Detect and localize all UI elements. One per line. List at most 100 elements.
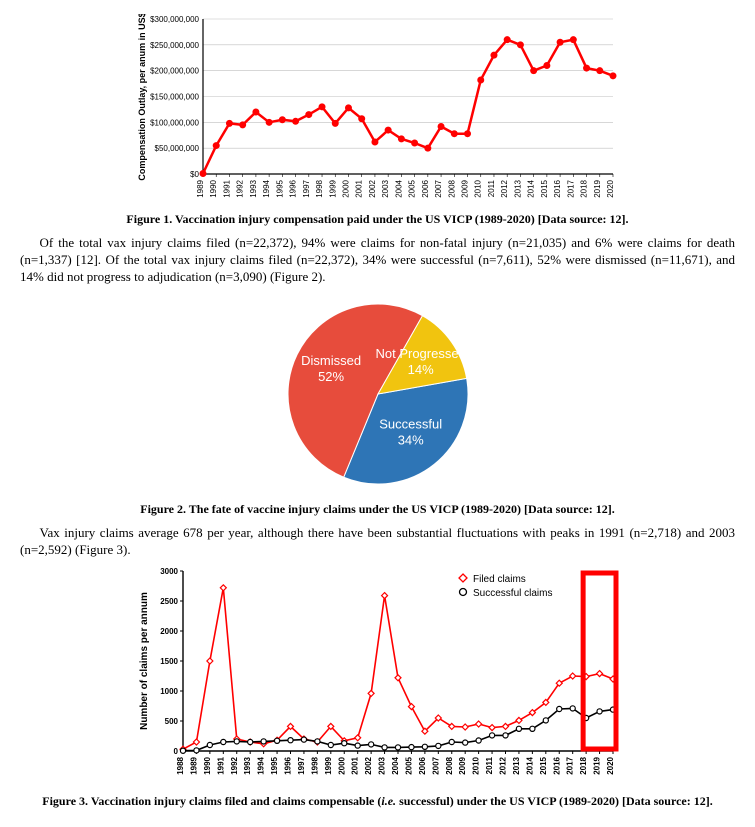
- svg-text:$0: $0: [190, 170, 199, 179]
- svg-text:1991: 1991: [216, 757, 225, 775]
- svg-text:2000: 2000: [160, 627, 178, 636]
- svg-text:2014: 2014: [526, 179, 535, 197]
- figure-1-caption: Figure 1. Vaccination injury compensatio…: [20, 212, 735, 227]
- svg-text:Successful claims: Successful claims: [473, 588, 552, 599]
- svg-text:1500: 1500: [160, 657, 178, 666]
- svg-text:2005: 2005: [404, 757, 413, 775]
- svg-text:1998: 1998: [310, 757, 319, 775]
- svg-text:2500: 2500: [160, 597, 178, 606]
- svg-text:2008: 2008: [444, 757, 453, 775]
- figure-3-caption: Figure 3. Vaccination injury claims file…: [20, 794, 735, 809]
- svg-text:2010: 2010: [473, 179, 482, 197]
- paragraph-2: Vax injury claims average 678 per year, …: [20, 525, 735, 559]
- figure-2: Successful34% Dismissed52% Not Progressed1…: [20, 294, 735, 498]
- svg-text:2003: 2003: [377, 757, 386, 775]
- svg-text:2017: 2017: [566, 179, 575, 197]
- svg-text:$250,000,000: $250,000,000: [150, 41, 199, 50]
- svg-text:1991: 1991: [222, 179, 231, 197]
- figure-3: 0 500 1000 1500 2000 2500 3000 1988 1989 1990 1991…: [20, 566, 735, 790]
- svg-text:1999: 1999: [323, 757, 332, 775]
- svg-text:2020: 2020: [606, 757, 615, 775]
- svg-text:2002: 2002: [364, 757, 373, 775]
- svg-text:0: 0: [173, 747, 178, 756]
- svg-text:2015: 2015: [539, 179, 548, 197]
- svg-text:2007: 2007: [434, 179, 443, 197]
- svg-text:Number of claims per annum: Number of claims per annum: [139, 592, 150, 730]
- svg-text:34%: 34%: [397, 432, 423, 447]
- svg-text:2016: 2016: [553, 179, 562, 197]
- svg-text:1993: 1993: [248, 179, 257, 197]
- svg-text:2004: 2004: [394, 179, 403, 197]
- svg-text:52%: 52%: [318, 369, 344, 384]
- svg-text:2012: 2012: [498, 757, 507, 775]
- svg-text:1994: 1994: [262, 179, 271, 197]
- svg-text:2009: 2009: [458, 757, 467, 775]
- svg-text:2011: 2011: [486, 179, 495, 197]
- figure-2-caption: Figure 2. The fate of vaccine injury cla…: [20, 502, 735, 517]
- svg-text:2006: 2006: [420, 179, 429, 197]
- svg-text:1990: 1990: [202, 757, 211, 775]
- svg-text:2005: 2005: [407, 179, 416, 197]
- svg-text:1996: 1996: [288, 179, 297, 197]
- svg-text:1992: 1992: [229, 757, 238, 775]
- svg-text:2019: 2019: [592, 179, 601, 197]
- svg-text:2004: 2004: [391, 757, 400, 775]
- svg-text:1999: 1999: [328, 179, 337, 197]
- svg-text:1990: 1990: [209, 179, 218, 197]
- svg-text:1988: 1988: [176, 757, 185, 775]
- svg-text:2001: 2001: [354, 179, 363, 197]
- svg-text:Not Progressed: Not Progressed: [375, 346, 465, 361]
- svg-text:2009: 2009: [460, 179, 469, 197]
- svg-text:1992: 1992: [235, 179, 244, 197]
- svg-text:2002: 2002: [367, 179, 376, 197]
- svg-text:$300,000,000: $300,000,000: [150, 15, 199, 24]
- svg-text:2010: 2010: [471, 757, 480, 775]
- svg-text:1989: 1989: [196, 179, 205, 197]
- svg-text:3000: 3000: [160, 567, 178, 576]
- svg-text:2014: 2014: [525, 757, 534, 775]
- figure-3-chart: 0 500 1000 1500 2000 2500 3000 1988 1989 1990 1991…: [133, 566, 623, 786]
- svg-text:1995: 1995: [270, 757, 279, 775]
- svg-text:1993: 1993: [243, 757, 252, 775]
- svg-text:2000: 2000: [337, 757, 346, 775]
- svg-text:2018: 2018: [579, 757, 588, 775]
- svg-text:2013: 2013: [511, 757, 520, 775]
- svg-text:2011: 2011: [485, 757, 494, 775]
- svg-text:$150,000,000: $150,000,000: [150, 93, 199, 102]
- svg-text:1000: 1000: [160, 687, 178, 696]
- svg-text:500: 500: [164, 717, 178, 726]
- svg-text:2006: 2006: [417, 757, 426, 775]
- svg-text:2008: 2008: [447, 179, 456, 197]
- figure-2-chart: Successful34% Dismissed52% Not Progressed1…: [243, 294, 513, 494]
- svg-text:$200,000,000: $200,000,000: [150, 67, 199, 76]
- svg-text:1989: 1989: [189, 757, 198, 775]
- svg-text:2012: 2012: [500, 179, 509, 197]
- paragraph-1: Of the total vax injury claims filed (n=…: [20, 235, 735, 286]
- svg-text:2017: 2017: [565, 757, 574, 775]
- svg-text:2019: 2019: [592, 757, 601, 775]
- svg-text:14%: 14%: [407, 362, 433, 377]
- figure-3-caption-text: Figure 3. Vaccination injury claims file…: [42, 794, 712, 808]
- svg-text:2020: 2020: [606, 179, 615, 197]
- svg-text:1995: 1995: [275, 179, 284, 197]
- svg-text:Compensation Outlay, per anum: Compensation Outlay, per anum in US$: [137, 14, 147, 181]
- svg-text:1998: 1998: [315, 179, 324, 197]
- svg-text:1994: 1994: [256, 757, 265, 775]
- svg-text:2001: 2001: [350, 757, 359, 775]
- svg-text:2007: 2007: [431, 757, 440, 775]
- svg-text:1997: 1997: [301, 179, 310, 197]
- svg-text:$50,000,000: $50,000,000: [154, 144, 199, 153]
- svg-text:2000: 2000: [341, 179, 350, 197]
- figure-1: $0 $50,000,000 $100,000,000 $150,000,000 $20…: [20, 14, 735, 208]
- svg-text:2015: 2015: [538, 757, 547, 775]
- svg-text:Successful: Successful: [379, 416, 442, 431]
- svg-text:$100,000,000: $100,000,000: [150, 118, 199, 127]
- figure-1-chart: $0 $50,000,000 $100,000,000 $150,000,000 $20…: [133, 14, 623, 204]
- svg-text:Filed claims: Filed claims: [473, 574, 526, 585]
- svg-text:2003: 2003: [381, 179, 390, 197]
- svg-text:2013: 2013: [513, 179, 522, 197]
- svg-text:1996: 1996: [283, 757, 292, 775]
- svg-text:2016: 2016: [552, 757, 561, 775]
- svg-text:Dismissed: Dismissed: [301, 353, 361, 368]
- svg-text:1997: 1997: [296, 757, 305, 775]
